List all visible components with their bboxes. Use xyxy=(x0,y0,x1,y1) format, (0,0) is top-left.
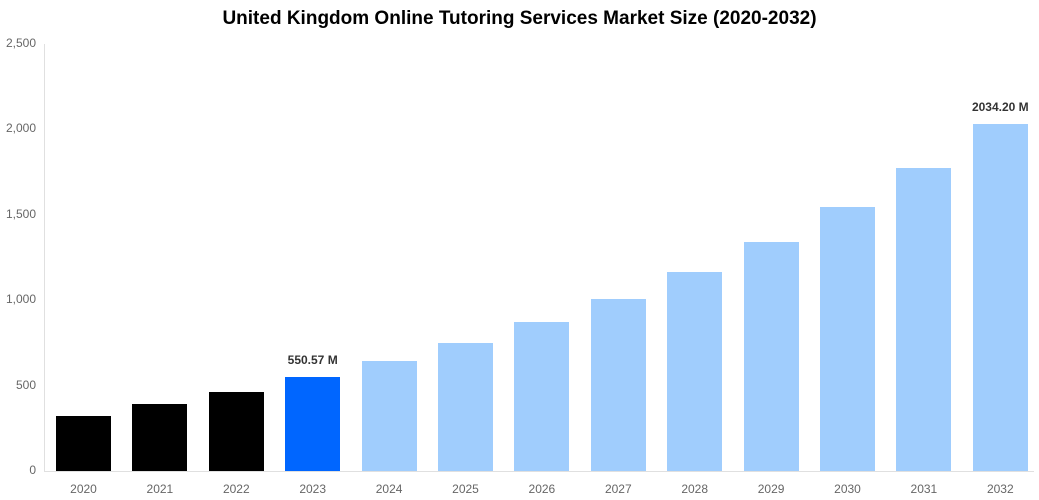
x-tick-label: 2030 xyxy=(834,482,861,496)
y-axis-line xyxy=(44,44,45,471)
x-tick-label: 2026 xyxy=(528,482,556,496)
x-tick-label: 2022 xyxy=(222,482,250,496)
x-tick-label: 2031 xyxy=(910,482,938,496)
x-tick-label: 2020 xyxy=(70,482,97,496)
x-tick-label: 2027 xyxy=(604,482,632,496)
x-tick-label: 2025 xyxy=(452,482,479,496)
bar-2032[interactable] xyxy=(972,123,1028,471)
y-tick-label: 1,500 xyxy=(5,206,36,221)
data-label-2032: 2034.20 M xyxy=(971,99,1029,114)
y-tick-label: 2,000 xyxy=(5,121,36,136)
bar-2029[interactable] xyxy=(743,241,799,471)
bar-2024[interactable] xyxy=(361,361,417,471)
y-tick-label: 500 xyxy=(15,377,36,392)
bar-2020[interactable] xyxy=(56,416,111,471)
bar-2022[interactable] xyxy=(208,391,264,471)
x-tick-label: 2023 xyxy=(299,482,327,496)
bar-2031[interactable] xyxy=(896,168,952,471)
y-tick-label: 1,000 xyxy=(5,292,36,307)
bar-2027[interactable] xyxy=(590,299,646,471)
bar-2030[interactable] xyxy=(820,206,875,471)
chart-title: United Kingdom Online Tutoring Services … xyxy=(222,8,817,29)
x-tick-label: 2029 xyxy=(757,482,785,496)
x-tick-label: 2021 xyxy=(146,482,174,496)
x-tick-label: 2024 xyxy=(375,482,403,496)
x-axis-line xyxy=(44,471,1034,472)
x-tick-label: 2028 xyxy=(681,482,709,496)
bar-2023[interactable] xyxy=(285,376,341,471)
bar-2021[interactable] xyxy=(132,404,188,471)
data-label-2023: 550.57 M xyxy=(287,352,338,367)
y-tick-label: 2,500 xyxy=(5,36,36,50)
bar-2026[interactable] xyxy=(514,322,570,471)
x-tick-label: 2032 xyxy=(986,482,1014,496)
bar-2028[interactable] xyxy=(667,272,723,471)
y-tick-label: 0 xyxy=(29,463,36,477)
bar-2025[interactable] xyxy=(438,343,493,471)
